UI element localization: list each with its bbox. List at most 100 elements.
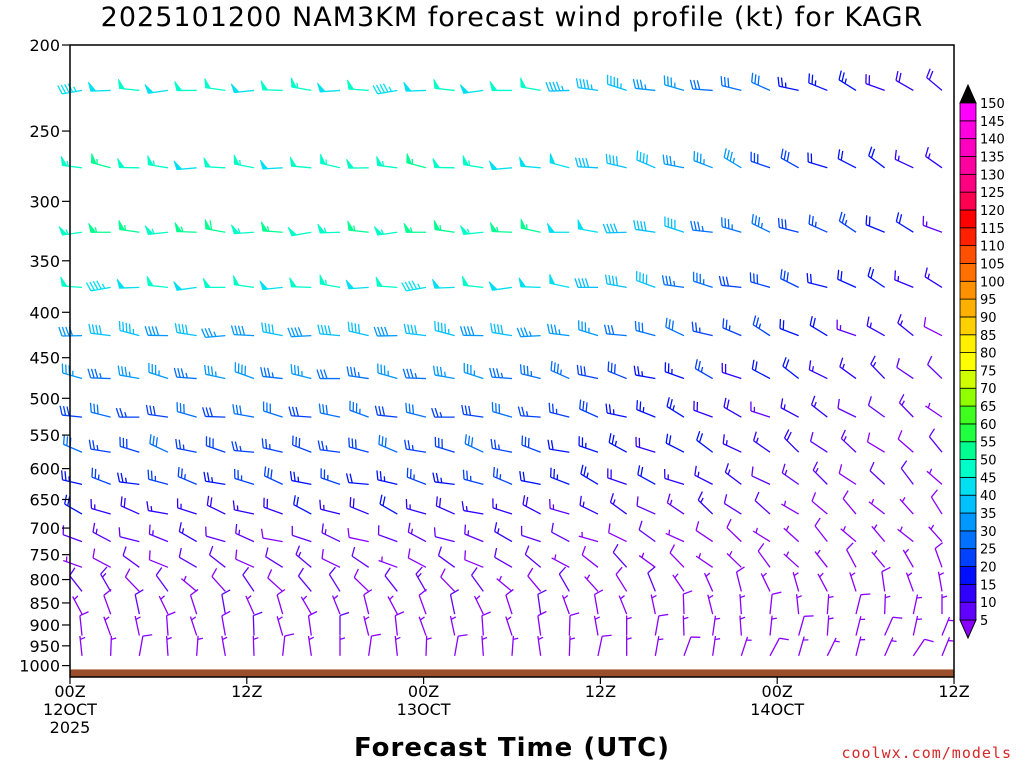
- colorbar-label: 80: [980, 347, 997, 362]
- x-tick-label: 00Z: [762, 682, 793, 701]
- wind-barb: [618, 595, 628, 615]
- wind-barb: [462, 469, 484, 485]
- wind-barb: [297, 567, 312, 592]
- credit-text: coolwx.com/models: [841, 744, 1012, 762]
- x-tick-date: 13OCT: [397, 700, 451, 719]
- wind-barb: [174, 81, 197, 92]
- wind-barb: [146, 501, 169, 515]
- colorbar-label: 45: [980, 471, 997, 486]
- wind-barb: [549, 153, 570, 169]
- wind-barb: [602, 223, 627, 234]
- y-tick-label: 1000: [19, 657, 60, 676]
- wind-barb: [842, 490, 857, 515]
- wind-barb: [897, 313, 914, 337]
- wind-barb: [407, 548, 427, 568]
- wind-barb: [464, 434, 484, 453]
- wind-barb: [331, 595, 341, 615]
- wind-barb: [754, 491, 771, 515]
- colorbar-label: 95: [980, 293, 997, 308]
- colorbar-label: 75: [980, 364, 997, 379]
- wind-barb: [806, 273, 828, 289]
- wind-barb: [666, 493, 685, 515]
- wind-barb: [110, 635, 117, 656]
- wind-barb: [61, 363, 83, 380]
- wind-barb: [287, 226, 312, 237]
- wind-barb: [664, 216, 685, 233]
- wind-barb: [798, 636, 809, 657]
- wind-barb: [307, 635, 315, 656]
- wind-barb: [120, 496, 140, 515]
- wind-barb: [406, 153, 427, 169]
- wind-barb: [581, 545, 599, 568]
- wind-barb: [117, 158, 140, 169]
- wind-barb: [85, 280, 111, 292]
- wind-barb: [871, 549, 886, 568]
- wind-barb: [703, 572, 714, 592]
- wind-barb: [683, 636, 701, 657]
- wind-barb: [89, 402, 111, 418]
- wind-barb: [418, 588, 427, 615]
- wind-barb: [490, 323, 513, 337]
- colorbar-label: 30: [980, 525, 997, 540]
- wind-barb: [912, 615, 922, 636]
- colorbar-label: 55: [980, 436, 997, 451]
- wind-barb: [175, 438, 197, 453]
- wind-barb: [923, 317, 943, 337]
- wind-barb: [60, 276, 83, 289]
- wind-barb: [578, 531, 599, 543]
- wind-barb: [481, 635, 488, 656]
- wind-barb: [235, 523, 255, 543]
- wind-barb: [378, 434, 398, 453]
- wind-barb: [899, 497, 914, 515]
- wind-barb: [838, 70, 857, 91]
- wind-barb: [912, 638, 934, 657]
- wind-barb: [434, 436, 455, 453]
- wind-barb: [839, 357, 857, 380]
- wind-barb: [492, 498, 513, 515]
- colorbar-label: 85: [980, 329, 997, 344]
- wind-barb: [252, 611, 263, 636]
- wind-barb: [345, 279, 369, 290]
- wind-barb: [403, 323, 427, 337]
- wind-barb: [377, 525, 398, 543]
- wind-barb: [347, 220, 369, 233]
- wind-barb: [924, 267, 943, 288]
- wind-barb: [750, 151, 771, 169]
- wind-barbs: [57, 68, 954, 657]
- wind-barb: [537, 610, 547, 636]
- colorbar-swatch: [959, 423, 977, 443]
- wind-barb: [757, 543, 771, 568]
- wind-barb: [547, 439, 570, 453]
- wind-barb: [261, 322, 283, 337]
- wind-barb: [546, 222, 570, 233]
- wind-barb: [471, 567, 484, 592]
- wind-barb: [221, 610, 231, 636]
- wind-barb: [88, 323, 111, 337]
- wind-barb: [682, 615, 689, 636]
- wind-barb: [811, 492, 828, 515]
- wind-barb: [293, 495, 312, 515]
- wind-barb: [895, 70, 914, 91]
- wind-barb: [79, 611, 89, 636]
- colorbar-label: 25: [980, 543, 997, 558]
- wind-barb: [425, 635, 432, 656]
- wind-barb: [817, 572, 828, 592]
- wind-barb: [518, 277, 541, 289]
- wind-barb: [489, 222, 513, 233]
- x-tick-label: 12Z: [585, 682, 616, 701]
- wind-barb: [276, 588, 286, 615]
- wind-barb: [328, 566, 341, 592]
- wind-barb: [319, 274, 341, 289]
- wind-barb: [345, 473, 369, 486]
- colorbar-top-arrow: [959, 83, 977, 104]
- wind-barb: [460, 225, 484, 235]
- wind-barb: [431, 278, 455, 289]
- wind-barb: [174, 222, 197, 233]
- wind-barb: [519, 471, 541, 486]
- wind-barb: [855, 636, 866, 656]
- wind-barb: [320, 153, 341, 169]
- colorbar-label: 145: [980, 115, 1005, 130]
- plot-frame: [69, 44, 955, 678]
- wind-barb: [461, 275, 484, 289]
- wind-barb: [694, 465, 713, 485]
